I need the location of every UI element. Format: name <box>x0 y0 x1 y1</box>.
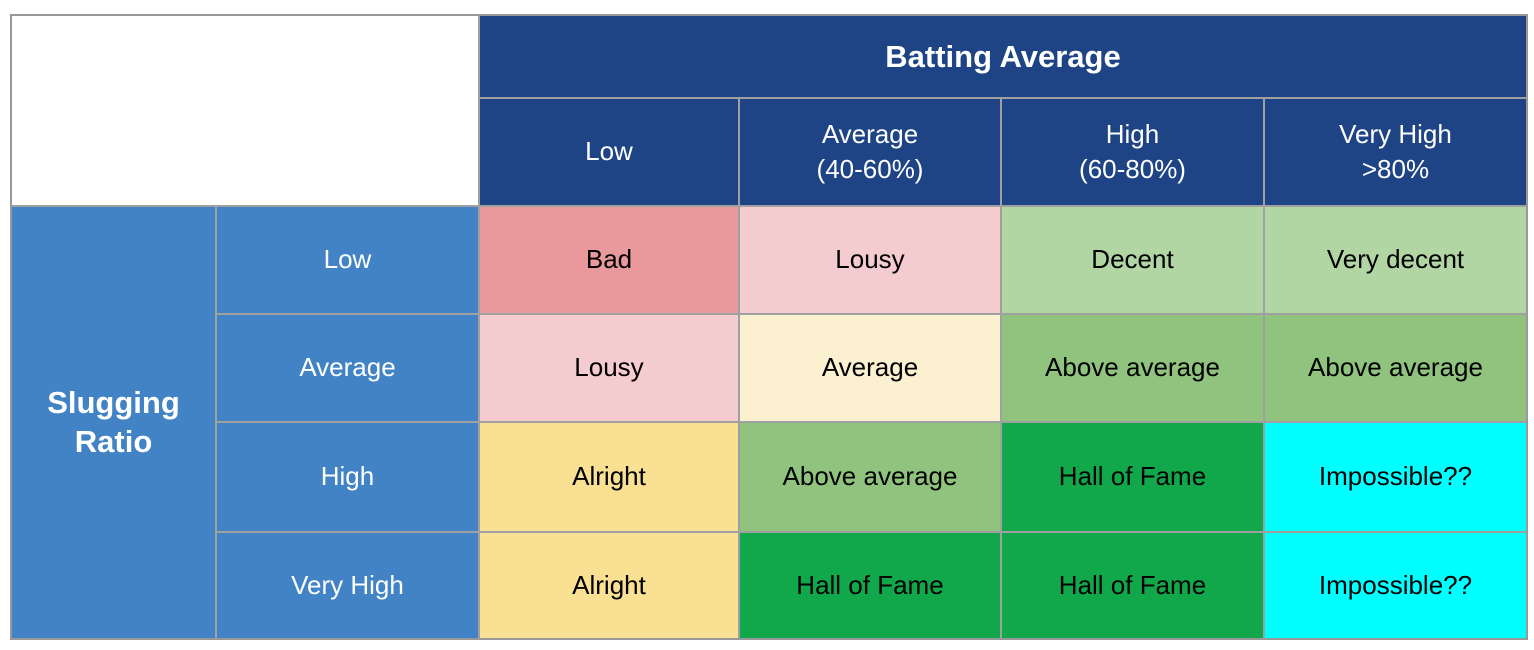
matrix-cell-very-high-average: Hall of Fame <box>740 533 1000 638</box>
column-header-label: High <box>1105 118 1160 149</box>
matrix-cell-very-high-very-high: Impossible?? <box>1265 533 1526 638</box>
matrix-cell-average-very-high: Above average <box>1265 315 1526 421</box>
matrix-cell-very-high-high: Hall of Fame <box>1002 533 1263 638</box>
matrix-cell-high-average: Above average <box>740 423 1000 531</box>
matrix-cell-average-average: Average <box>740 315 1000 421</box>
matrix-cell-very-high-low: Alright <box>480 533 738 638</box>
matrix-cell-high-low: Alright <box>480 423 738 531</box>
matrix-cell-low-low: Bad <box>480 207 738 313</box>
matrix-cell-high-very-high: Impossible?? <box>1265 423 1526 531</box>
column-header-label: Average <box>821 118 919 149</box>
column-header-low: Low <box>480 99 738 205</box>
matrix-cell-low-high: Decent <box>1002 207 1263 313</box>
row-header-low: Low <box>217 207 478 313</box>
matrix-cell-low-average: Lousy <box>740 207 1000 313</box>
column-header-label: Low <box>585 136 633 167</box>
column-header-sublabel: (40-60%) <box>816 154 924 184</box>
row-header-high: High <box>217 423 478 531</box>
column-header-very-high: Very High >80% <box>1265 99 1526 205</box>
matrix-cell-high-high: Hall of Fame <box>1002 423 1263 531</box>
column-header-sublabel: (60-80%) <box>1079 154 1186 184</box>
column-header-high: High (60-80%) <box>1002 99 1263 205</box>
column-group-header-batting-average: Batting Average <box>480 16 1526 97</box>
row-header-very-high: Very High <box>217 533 478 638</box>
batting-slugging-matrix-table: Batting Average Low Average (40-60%) Hig… <box>10 14 1528 640</box>
column-header-label: Very High <box>1339 118 1452 149</box>
corner-cell <box>12 16 478 205</box>
column-header-average: Average (40-60%) <box>740 99 1000 205</box>
row-header-average: Average <box>217 315 478 421</box>
matrix-cell-low-very-high: Very decent <box>1265 207 1526 313</box>
column-header-sublabel: >80% <box>1361 154 1430 184</box>
row-group-header-slugging-ratio: Slugging Ratio <box>12 207 215 638</box>
matrix-cell-average-low: Lousy <box>480 315 738 421</box>
matrix-cell-average-high: Above average <box>1002 315 1263 421</box>
